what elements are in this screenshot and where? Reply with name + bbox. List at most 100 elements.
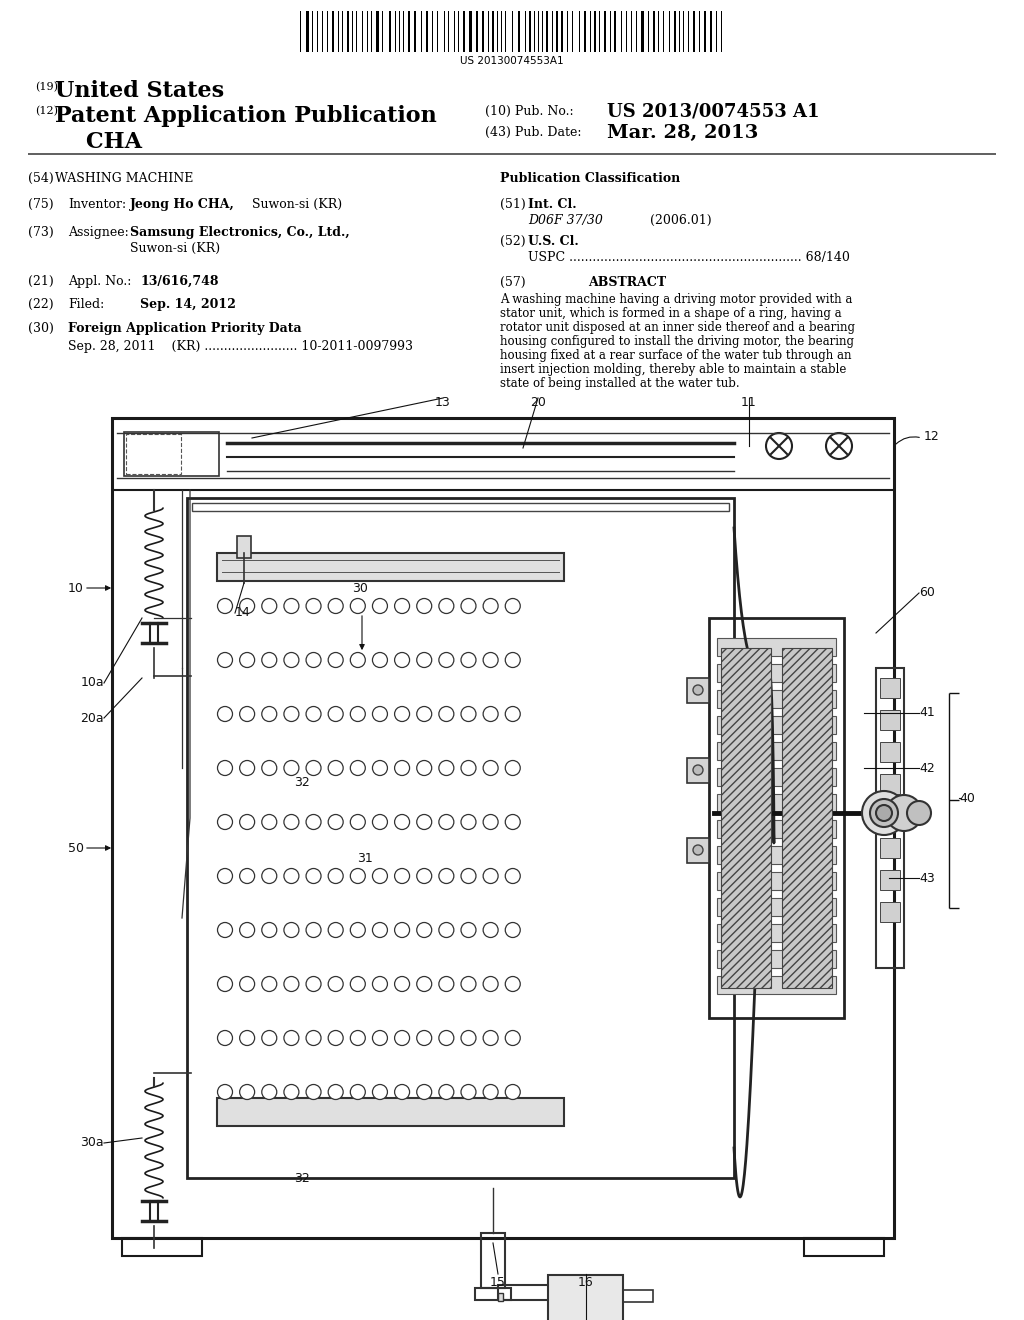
Circle shape <box>907 801 931 825</box>
Bar <box>481 1233 505 1288</box>
Text: 43: 43 <box>919 871 935 884</box>
Bar <box>717 795 836 812</box>
Bar <box>561 11 563 51</box>
Circle shape <box>886 795 922 832</box>
Text: (43) Pub. Date:: (43) Pub. Date: <box>485 125 582 139</box>
Bar <box>463 11 465 51</box>
Bar <box>556 11 558 51</box>
Bar <box>529 11 531 51</box>
Circle shape <box>284 760 299 776</box>
Text: Foreign Application Priority Data: Foreign Application Priority Data <box>68 322 302 335</box>
Bar <box>475 1288 511 1300</box>
Bar <box>604 11 606 51</box>
Circle shape <box>350 706 366 722</box>
Bar <box>548 1275 623 1320</box>
Circle shape <box>262 1085 276 1100</box>
Circle shape <box>417 869 432 883</box>
Bar <box>693 11 695 51</box>
Circle shape <box>505 760 520 776</box>
Circle shape <box>262 814 276 829</box>
Bar <box>717 820 836 838</box>
Bar <box>594 11 596 51</box>
Circle shape <box>439 760 454 776</box>
Circle shape <box>693 766 703 775</box>
Bar <box>710 11 712 51</box>
Circle shape <box>240 869 255 883</box>
Text: Sep. 14, 2012: Sep. 14, 2012 <box>140 298 236 312</box>
Text: A washing machine having a driving motor provided with a: A washing machine having a driving motor… <box>500 293 852 306</box>
Bar <box>306 11 309 51</box>
Circle shape <box>306 814 322 829</box>
Circle shape <box>461 1031 476 1045</box>
Bar <box>721 648 771 987</box>
Circle shape <box>328 760 343 776</box>
Text: 14: 14 <box>234 606 251 619</box>
Circle shape <box>306 869 322 883</box>
Text: 11: 11 <box>741 396 757 409</box>
Bar <box>782 648 831 987</box>
Text: Inventor:: Inventor: <box>68 198 126 211</box>
Text: rotator unit disposed at an inner side thereof and a bearing: rotator unit disposed at an inner side t… <box>500 321 855 334</box>
Circle shape <box>826 433 852 459</box>
Circle shape <box>306 598 322 614</box>
Circle shape <box>350 1031 366 1045</box>
Circle shape <box>394 652 410 668</box>
Bar <box>880 710 900 730</box>
Bar <box>717 742 836 760</box>
Circle shape <box>284 923 299 937</box>
Circle shape <box>262 598 276 614</box>
Bar <box>414 11 416 51</box>
Circle shape <box>306 1031 322 1045</box>
Text: 20: 20 <box>530 396 546 409</box>
Text: U.S. Cl.: U.S. Cl. <box>528 235 579 248</box>
Circle shape <box>262 706 276 722</box>
Circle shape <box>461 598 476 614</box>
Circle shape <box>306 652 322 668</box>
Circle shape <box>240 760 255 776</box>
Circle shape <box>217 977 232 991</box>
Circle shape <box>240 652 255 668</box>
Circle shape <box>693 845 703 855</box>
Circle shape <box>373 977 387 991</box>
Circle shape <box>350 977 366 991</box>
Circle shape <box>373 1085 387 1100</box>
Text: Patent Application Publication: Patent Application Publication <box>55 106 437 127</box>
Circle shape <box>373 1031 387 1045</box>
Circle shape <box>350 1085 366 1100</box>
Circle shape <box>306 760 322 776</box>
Circle shape <box>284 1031 299 1045</box>
Circle shape <box>461 652 476 668</box>
Text: 30: 30 <box>352 582 368 594</box>
Circle shape <box>483 652 498 668</box>
Bar <box>876 668 904 968</box>
Circle shape <box>417 1031 432 1045</box>
Text: 60: 60 <box>919 586 935 599</box>
Circle shape <box>483 869 498 883</box>
Circle shape <box>505 1085 520 1100</box>
Text: 31: 31 <box>357 851 373 865</box>
Text: housing configured to install the driving motor, the bearing: housing configured to install the drivin… <box>500 335 854 348</box>
Circle shape <box>328 1085 343 1100</box>
Bar <box>687 838 709 863</box>
Text: United States: United States <box>55 81 224 102</box>
Bar <box>408 11 410 51</box>
Text: 13/616,748: 13/616,748 <box>140 275 218 288</box>
Bar <box>498 1284 568 1300</box>
Circle shape <box>217 923 232 937</box>
Circle shape <box>217 1085 232 1100</box>
Circle shape <box>483 923 498 937</box>
Text: Int. Cl.: Int. Cl. <box>528 198 577 211</box>
Circle shape <box>373 598 387 614</box>
Bar <box>717 950 836 968</box>
Bar <box>705 11 706 51</box>
Text: US 20130074553A1: US 20130074553A1 <box>460 55 564 66</box>
Circle shape <box>417 760 432 776</box>
Circle shape <box>328 814 343 829</box>
Circle shape <box>394 760 410 776</box>
Circle shape <box>417 923 432 937</box>
Bar <box>880 678 900 698</box>
Text: 16: 16 <box>579 1276 594 1290</box>
Circle shape <box>505 598 520 614</box>
Circle shape <box>217 814 232 829</box>
Bar <box>653 11 655 51</box>
